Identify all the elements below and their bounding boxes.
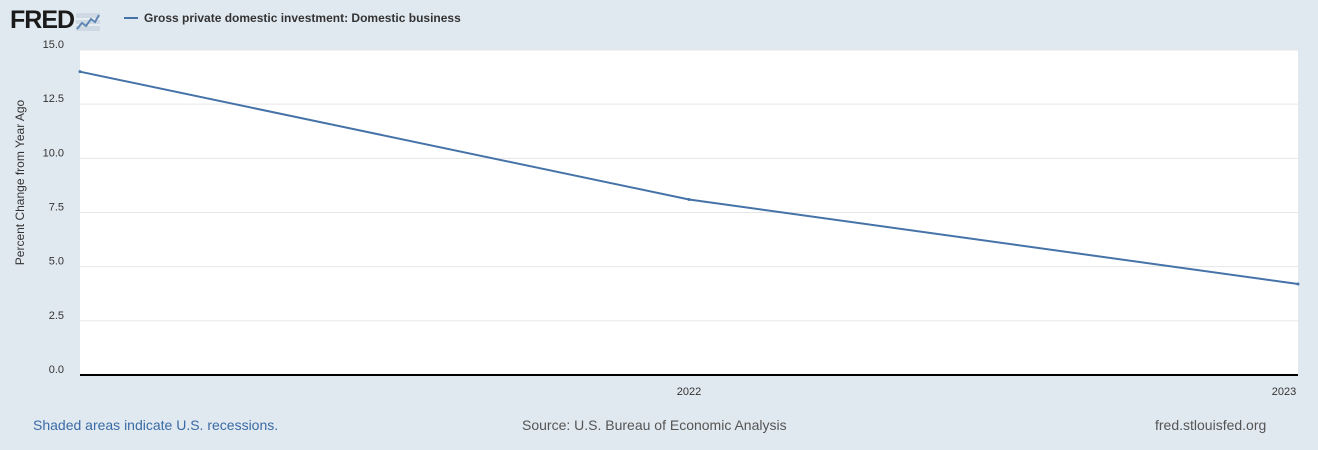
y-tick-label: 12.5 [43,93,64,105]
site-url: fred.stlouisfed.org [1155,417,1267,433]
data-point[interactable] [78,70,82,74]
y-tick-label: 0.0 [49,364,64,376]
data-point[interactable] [687,198,691,201]
y-tick-label: 10.0 [43,147,64,159]
y-tick-label: 2.5 [49,310,64,322]
legend-label: Gross private domestic investment: Domes… [144,11,461,25]
chart-legend: Gross private domestic investment: Domes… [124,11,461,25]
y-tick-label: 5.0 [49,256,64,268]
gridlines [80,49,1298,322]
chart: 0.0 2.5 5.0 7.5 10.0 12.5 15.0 2022 2023 Percen… [13,39,1300,398]
fred-logo-text: FRED [10,6,75,34]
legend-swatch [124,17,138,19]
line-graph-icon [76,13,101,31]
data-point[interactable] [1296,282,1300,286]
y-tick-label: 15.0 [43,39,64,51]
y-axis-ticks: 0.0 2.5 5.0 7.5 10.0 12.5 15.0 [43,39,64,376]
recession-note-link[interactable]: Shaded areas indicate U.S. recessions. [33,417,279,433]
x-tick-label: 2023 [1272,386,1296,398]
y-tick-label: 7.5 [49,202,64,214]
x-tick-label: 2022 [677,386,701,398]
series-group [78,70,1300,286]
x-axis-ticks: 2022 2023 [677,386,1296,398]
fred-logo[interactable]: FRED [10,6,101,34]
source-note: Source: U.S. Bureau of Economic Analysis [522,417,787,433]
y-axis-title: Percent Change from Year Ago [13,99,27,265]
